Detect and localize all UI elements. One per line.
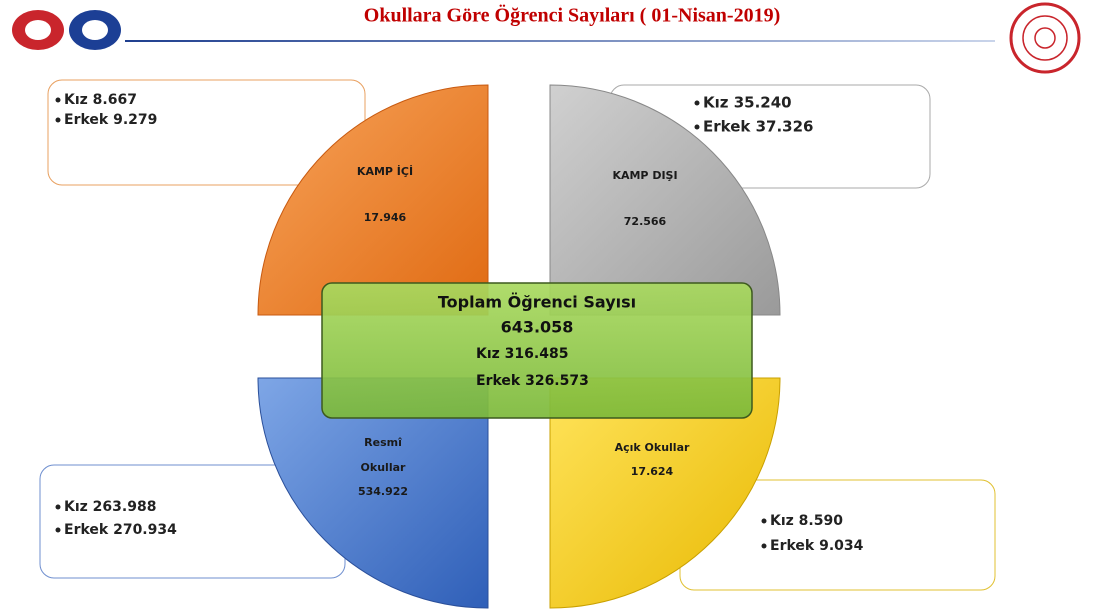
- quadrant-total: 534.922: [358, 485, 408, 498]
- detail: Kız 8.590: [770, 513, 843, 529]
- detail: Erkek 9.034: [770, 538, 864, 554]
- detail: Kız 8.667: [64, 92, 137, 108]
- detail: Erkek 270.934: [64, 522, 177, 538]
- quadrant-label: Okullar: [361, 461, 406, 474]
- quadrant: [257, 377, 489, 609]
- total-line: Kız 316.485: [476, 346, 568, 362]
- detail: Kız 35.240: [703, 94, 792, 112]
- quadrant-label: Açık Okullar: [615, 441, 690, 454]
- header-rule: [125, 40, 995, 42]
- detail-list: Kız 8.667 Erkek 9.279 Kız 35.240 Erkek 3…: [55, 92, 864, 554]
- detail: Kız 263.988: [64, 499, 156, 515]
- quadrant-label: KAMP İÇİ: [357, 164, 413, 178]
- total-title: Toplam Öğrenci Sayısı: [438, 293, 636, 312]
- quadrant: [257, 84, 489, 316]
- detail: Erkek 9.279: [64, 112, 157, 128]
- seal: [1009, 2, 1081, 74]
- quadrant-total: 17.946: [364, 211, 407, 224]
- quadrant: [549, 377, 781, 609]
- quadrant-label: KAMP DIŞI: [612, 169, 677, 182]
- total-line: Erkek 326.573: [476, 373, 589, 389]
- detail: Erkek 37.326: [703, 118, 813, 136]
- total-box: [321, 282, 753, 419]
- quadrant-total: 72.566: [624, 215, 667, 228]
- page-title: Okullara Göre Öğrenci Sayıları ( 01-Nisa…: [364, 4, 780, 27]
- quadrant: [549, 84, 781, 316]
- quadrant-total: 17.624: [631, 465, 674, 478]
- logo: [12, 10, 121, 50]
- quadrant-label: Resmî: [364, 436, 402, 449]
- total-value: 643.058: [501, 318, 574, 337]
